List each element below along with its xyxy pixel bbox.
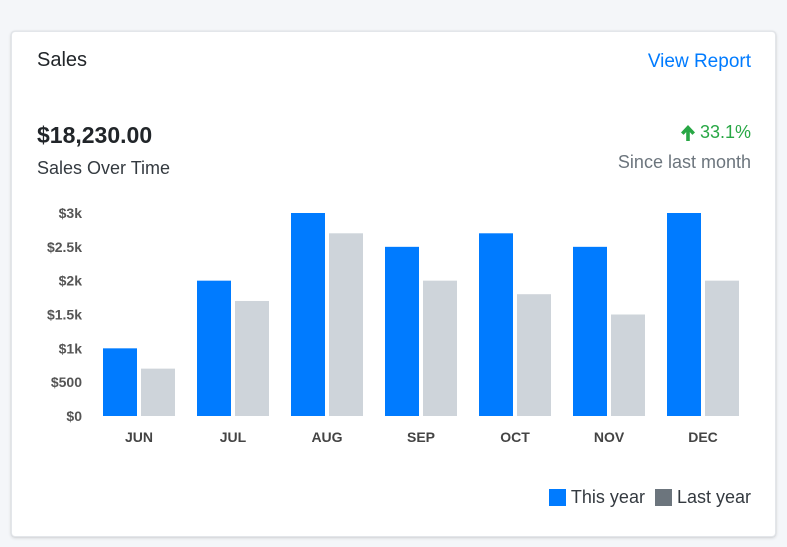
sales-change-label: Since last month: [617, 152, 751, 172]
bar-last-year-dec[interactable]: [705, 280, 739, 416]
y-tick-label: $2k: [59, 273, 83, 289]
sales-change: 33.1%: [680, 122, 751, 143]
legend-swatch-this-year: [548, 489, 566, 506]
x-tick-label: SEP: [407, 429, 435, 445]
view-report-link[interactable]: View Report: [647, 51, 751, 72]
sales-bar-chart: $0 $500 $1k $1.5k $2k $2.5k $3k JUN JUL AUG SEP OCT…: [47, 205, 739, 445]
legend-item-last-year[interactable]: Last year: [654, 487, 751, 508]
bar-this-year-nov[interactable]: [573, 246, 607, 416]
x-tick-label: AUG: [311, 429, 342, 445]
x-tick-label: DEC: [688, 429, 718, 445]
bar-last-year-nov[interactable]: [611, 314, 645, 417]
y-tick-label: $1.5k: [47, 307, 82, 323]
legend-label-last-year: Last year: [676, 487, 751, 507]
bar-this-year-aug[interactable]: [291, 213, 325, 416]
card-title: Sales: [37, 49, 88, 71]
bar-this-year-dec[interactable]: [667, 213, 701, 416]
y-tick-label: $3k: [59, 205, 83, 221]
bar-this-year-jul[interactable]: [197, 280, 231, 416]
bar-this-year-jun[interactable]: [103, 348, 137, 416]
y-tick-label: $2.5k: [47, 239, 82, 255]
sales-amount: $18,230.00: [37, 122, 153, 148]
chart-legend: This year Last year: [539, 487, 751, 508]
legend-swatch-last-year: [654, 489, 672, 506]
bar-last-year-jun[interactable]: [141, 368, 175, 416]
bar-last-year-sep[interactable]: [423, 280, 457, 416]
legend-label-this-year: This year: [570, 487, 645, 507]
sales-amount-label: Sales Over Time: [37, 158, 171, 178]
x-tick-label: JUN: [125, 429, 153, 445]
sales-card: Sales View Report $18,230.00 Sales Over …: [11, 31, 776, 537]
x-tick-label: OCT: [500, 429, 530, 445]
y-tick-label: $0: [66, 408, 82, 424]
y-tick-label: $1k: [59, 340, 83, 356]
bar-last-year-jul[interactable]: [235, 300, 269, 416]
sales-change-value: 33.1%: [699, 122, 751, 142]
y-tick-label: $500: [51, 374, 82, 390]
bar-last-year-aug[interactable]: [329, 233, 363, 416]
bar-this-year-oct[interactable]: [479, 233, 513, 416]
bar-this-year-sep[interactable]: [385, 246, 419, 416]
x-tick-label: JUL: [220, 429, 247, 445]
arrow-up-icon: [680, 124, 696, 142]
x-tick-label: NOV: [594, 429, 625, 445]
legend-item-this-year[interactable]: This year: [548, 487, 645, 508]
bar-last-year-oct[interactable]: [517, 294, 551, 416]
